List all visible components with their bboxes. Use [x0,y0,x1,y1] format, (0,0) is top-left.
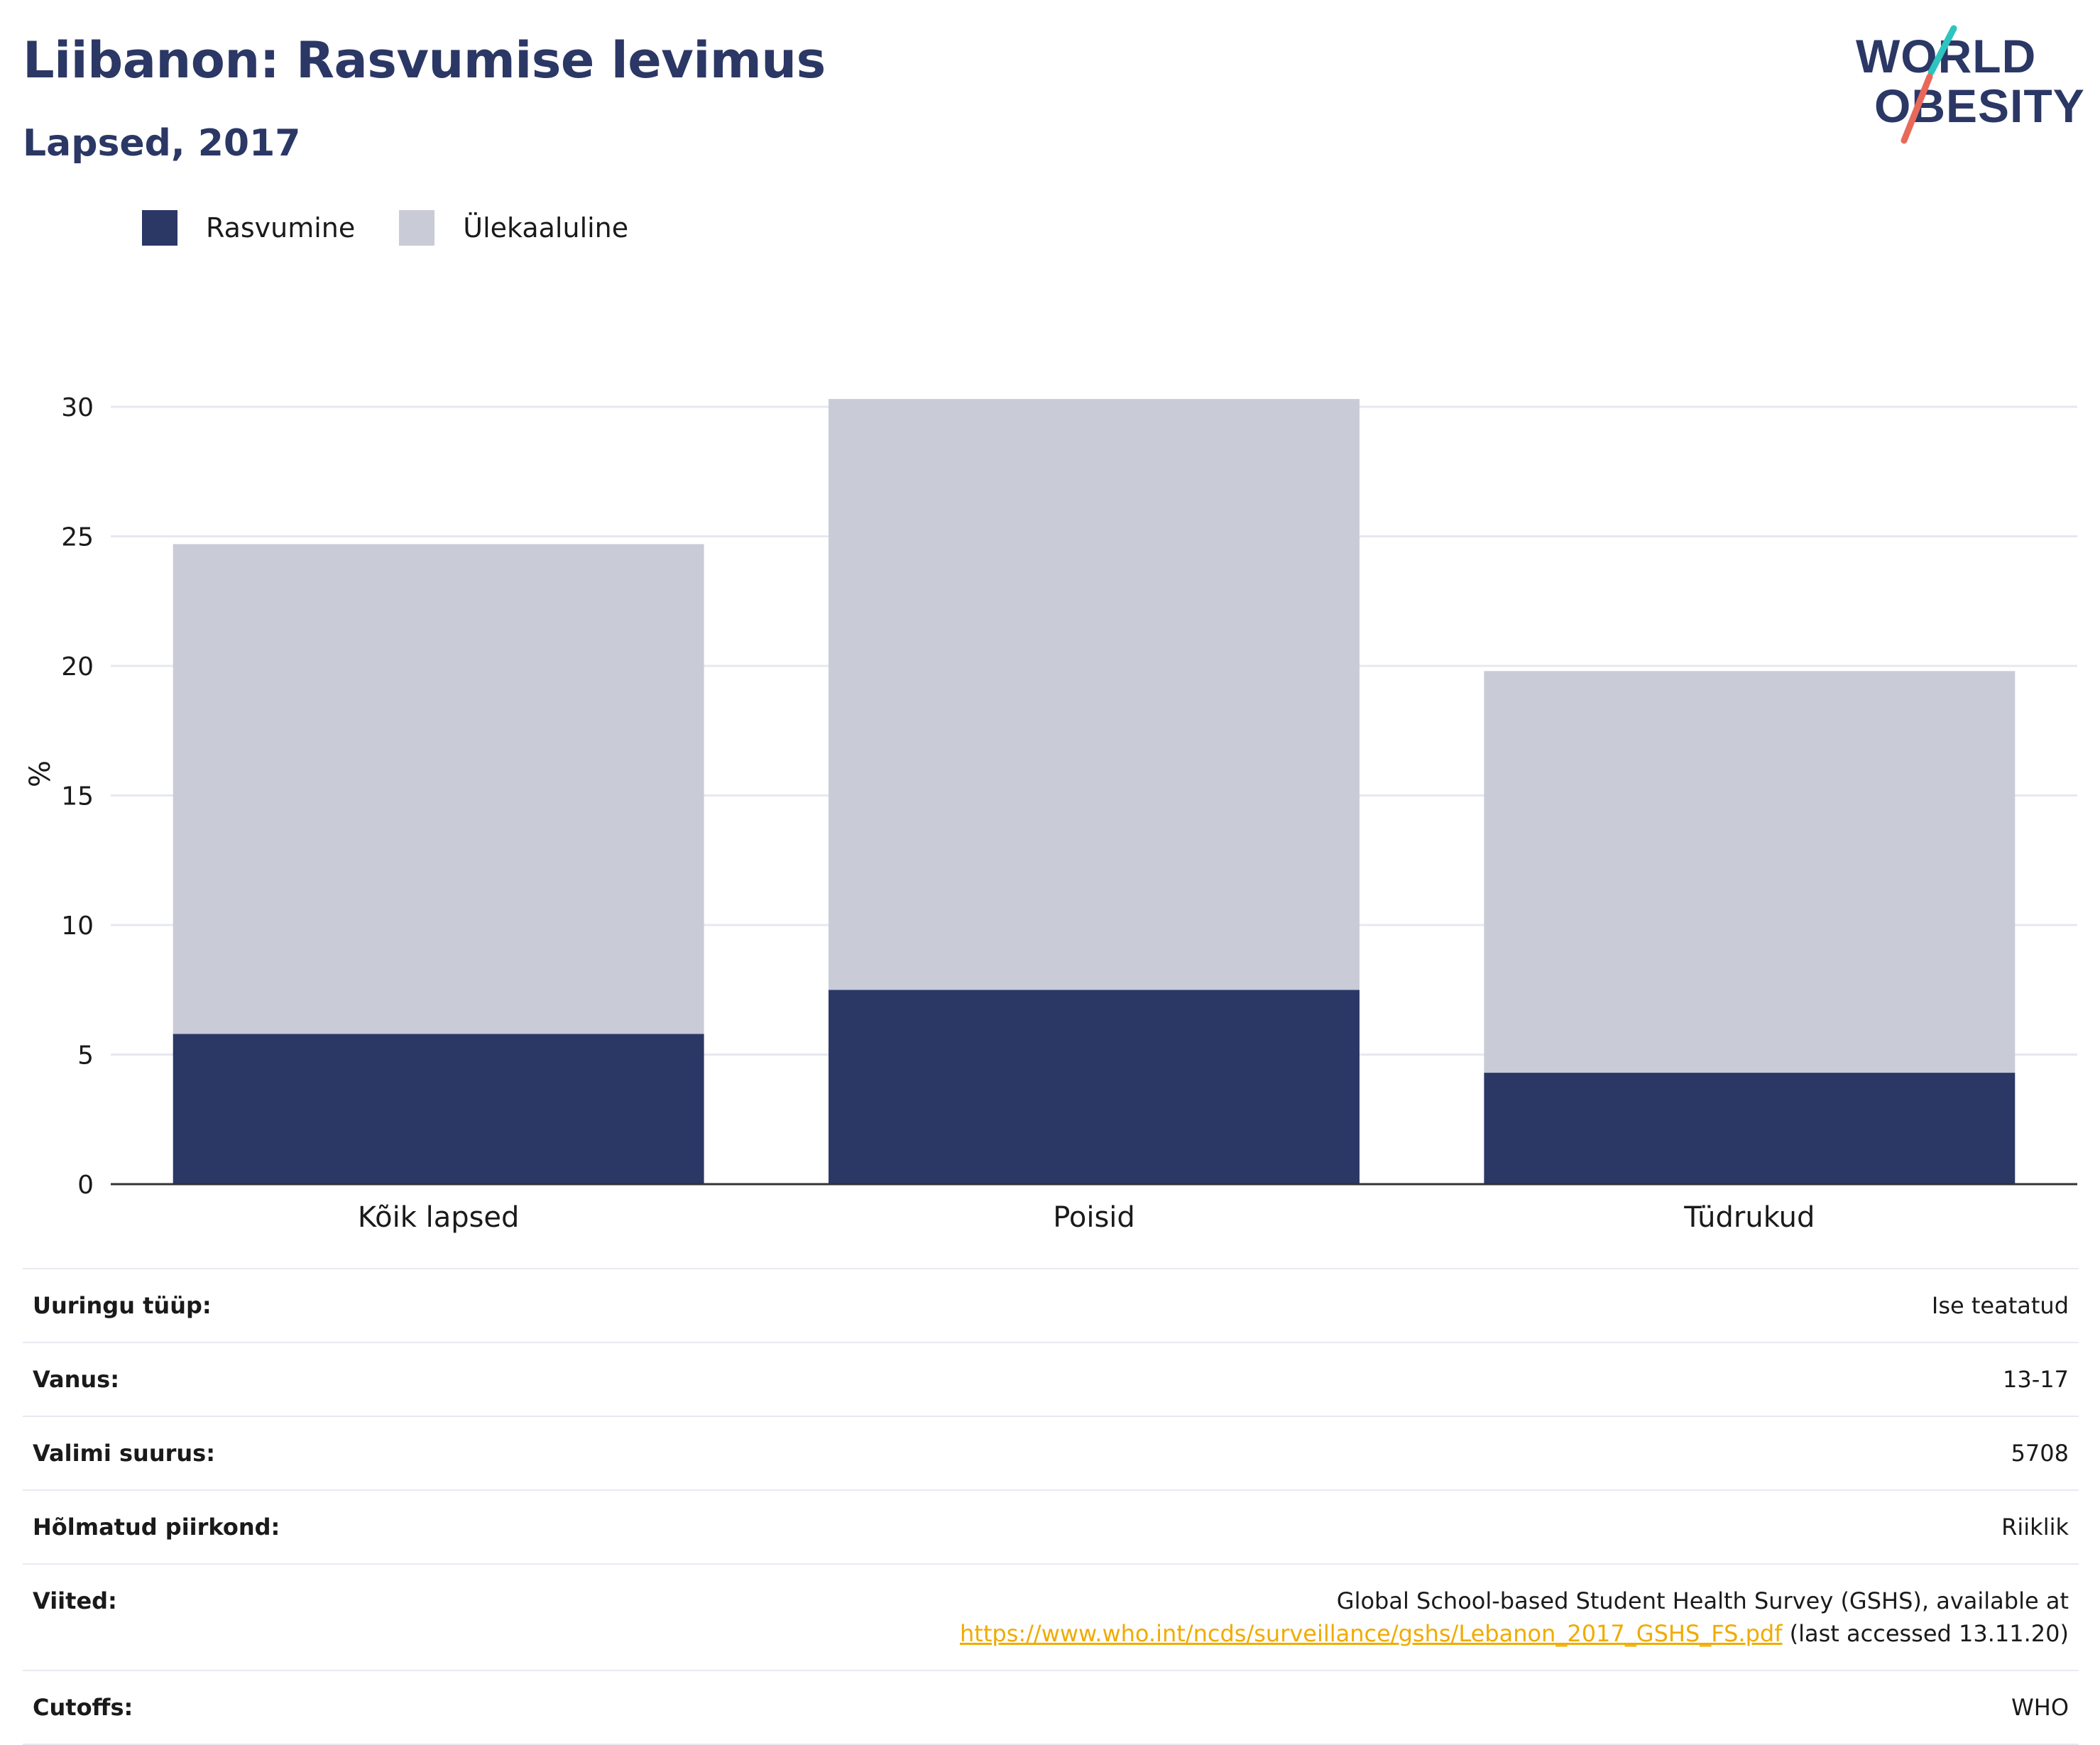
legend-swatch-ulekaaluline [399,210,435,246]
info-value: 5708 [2011,1440,2069,1467]
y-tick-label: 10 [61,912,94,941]
legend-label-rasvumine: Rasvumine [206,212,356,244]
x-tick-label: Poisid [1053,1201,1135,1234]
logo-slash-teal [1927,25,1957,76]
legend-item-ulekaaluline[interactable]: Ülekaaluline [399,210,628,246]
legend-item-rasvumine[interactable]: Rasvumine [142,210,355,246]
table-row: Hõlmatud piirkond: Riiklik [23,1490,2079,1564]
info-value-references: Global School-based Student Health Surve… [416,1564,2079,1670]
info-label: Uuringu tüüp: [33,1292,212,1319]
table-row: Cutoffs: WHO [23,1670,2079,1744]
info-value: Ise teatatud [1931,1292,2069,1319]
y-tick-label: 25 [61,523,94,552]
y-tick-label: 15 [61,782,94,811]
bar-ulekaaluline [173,544,704,1034]
info-label: Viited: [33,1587,117,1614]
info-label: Hõlmatud piirkond: [33,1514,280,1541]
bar-ulekaaluline [1484,671,2016,1073]
page-subtitle: Lapsed, 2017 [23,122,301,165]
reference-link[interactable]: https://www.who.int/ncds/surveillance/gs… [960,1620,1783,1647]
info-value: Riiklik [2001,1514,2069,1541]
info-label: Vanus: [33,1366,120,1393]
y-tick-label: 0 [77,1171,94,1200]
y-tick-label: 5 [77,1041,94,1071]
bar-rasvumine [1484,1073,2016,1184]
table-row: Valimi suurus: 5708 [23,1416,2079,1490]
info-label: Cutoffs: [33,1694,133,1721]
reference-text: Global School-based Student Health Surve… [1336,1587,2069,1614]
x-tick-label: Kõik lapsed [358,1201,520,1234]
bar-rasvumine [173,1034,704,1184]
survey-info-table: Uuringu tüüp: Ise teatatud Vanus: 13-17 … [23,1268,2079,1745]
x-tick-label: Tüdrukud [1683,1201,1815,1234]
y-axis-title: % [24,760,57,787]
legend-swatch-rasvumine [142,210,177,246]
info-value: 13-17 [2003,1366,2069,1393]
table-row: Viited: Global School-based Student Heal… [23,1564,2079,1670]
info-value: WHO [2011,1694,2069,1721]
table-row: Vanus: 13-17 [23,1342,2079,1416]
y-tick-label: 30 [61,393,94,422]
table-row: Uuringu tüüp: Ise teatatud [23,1269,2079,1342]
logo-slash-coral [1901,73,1933,144]
bar-rasvumine [828,990,1360,1184]
info-label: Valimi suurus: [33,1440,216,1467]
chart-legend: Rasvumine Ülekaaluline [142,210,672,246]
stacked-bar-chart: 0 5 10 15 20 25 30% Kõik lapsed Poisid Tüdrukud [24,393,2077,1234]
bar-ulekaaluline [828,399,1360,990]
legend-label-ulekaaluline: Ülekaaluline [463,212,629,244]
reference-access-note: (last accessed 13.11.20) [1782,1620,2069,1647]
world-obesity-logo: WORLD OBESITY [1856,25,2084,144]
y-tick-label: 20 [61,652,94,682]
page-title: Liibanon: Rasvumise levimus [23,31,826,89]
